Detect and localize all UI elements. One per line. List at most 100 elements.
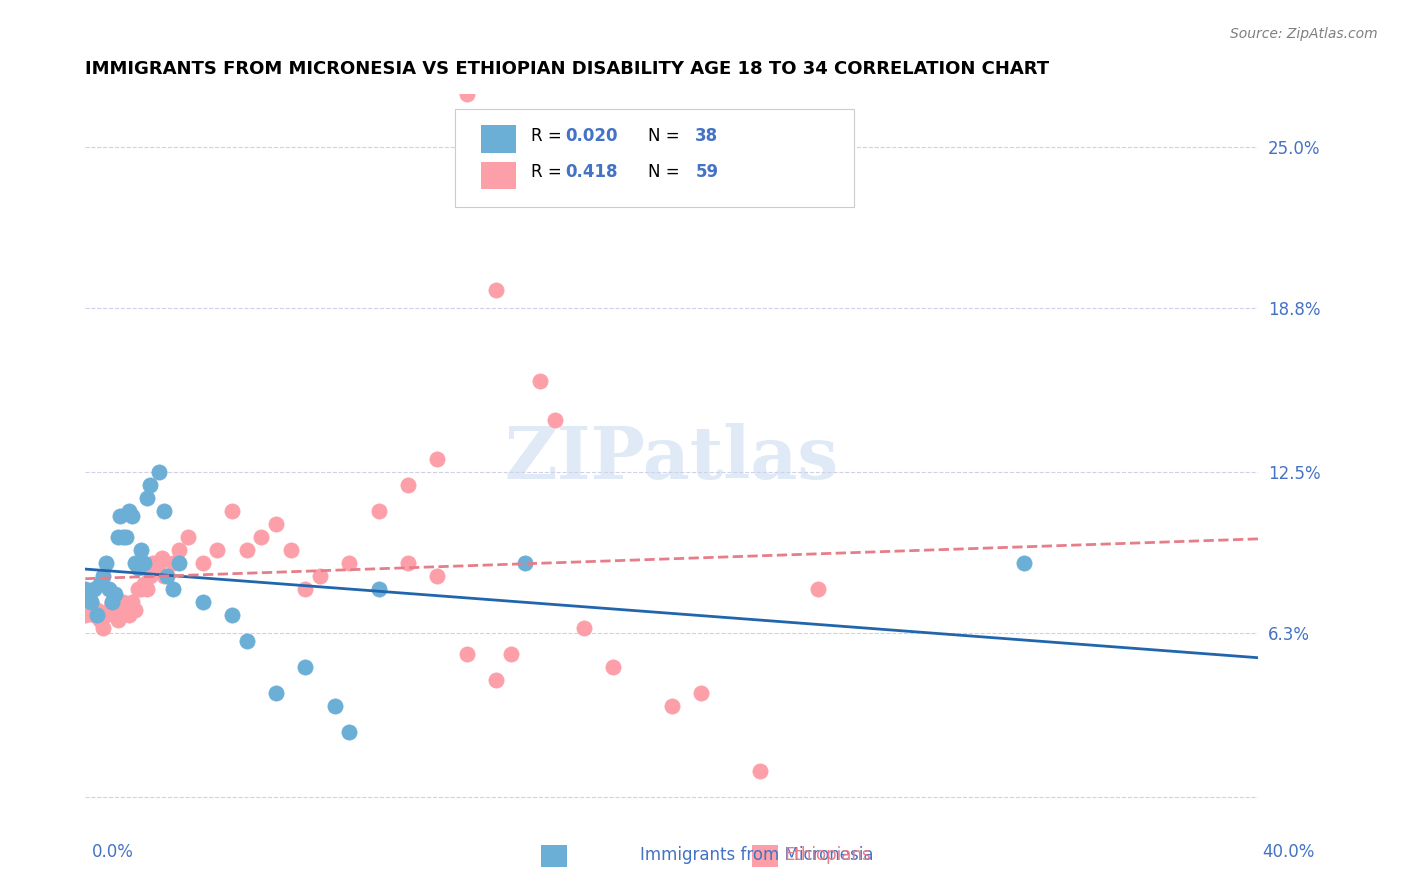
- Point: [661, 699, 683, 714]
- Point: [396, 478, 419, 492]
- Point: [148, 465, 170, 479]
- Point: [118, 608, 141, 623]
- Point: [485, 283, 508, 297]
- Point: [129, 582, 152, 596]
- Point: [456, 87, 478, 102]
- Point: [127, 582, 149, 596]
- Point: [75, 608, 97, 623]
- Point: [127, 561, 149, 575]
- Point: [543, 413, 565, 427]
- Point: [107, 614, 129, 628]
- Point: [121, 595, 143, 609]
- Text: N =: N =: [648, 163, 685, 181]
- Point: [100, 595, 122, 609]
- Text: Ethiopians: Ethiopians: [785, 846, 872, 863]
- Point: [91, 621, 114, 635]
- Text: 38: 38: [696, 127, 718, 145]
- Point: [139, 478, 162, 492]
- Text: 0.418: 0.418: [565, 163, 617, 181]
- Text: 59: 59: [696, 163, 718, 181]
- Point: [86, 608, 108, 623]
- Point: [367, 504, 389, 518]
- Point: [83, 608, 105, 623]
- Point: [97, 603, 120, 617]
- Text: IMMIGRANTS FROM MICRONESIA VS ETHIOPIAN DISABILITY AGE 18 TO 34 CORRELATION CHAR: IMMIGRANTS FROM MICRONESIA VS ETHIOPIAN …: [86, 60, 1049, 78]
- Point: [107, 530, 129, 544]
- Point: [121, 509, 143, 524]
- Point: [115, 530, 138, 544]
- Point: [337, 725, 360, 739]
- Point: [191, 595, 214, 609]
- Point: [115, 600, 138, 615]
- Point: [100, 595, 122, 609]
- Point: [112, 530, 135, 544]
- Point: [235, 634, 257, 648]
- Point: [135, 582, 157, 596]
- Point: [499, 647, 522, 661]
- Point: [139, 569, 162, 583]
- Point: [80, 595, 103, 609]
- Point: [97, 582, 120, 596]
- Point: [323, 699, 346, 714]
- Point: [529, 374, 551, 388]
- Point: [145, 561, 167, 575]
- Point: [1012, 556, 1035, 570]
- Point: [77, 603, 100, 617]
- Point: [294, 660, 316, 674]
- Point: [75, 582, 97, 596]
- Point: [396, 556, 419, 570]
- Text: R =: R =: [531, 163, 572, 181]
- Text: Source: ZipAtlas.com: Source: ZipAtlas.com: [1230, 27, 1378, 41]
- Point: [426, 569, 449, 583]
- Point: [94, 556, 117, 570]
- Point: [129, 543, 152, 558]
- Point: [485, 673, 508, 688]
- Text: ZIPatlas: ZIPatlas: [505, 424, 839, 494]
- Point: [110, 603, 132, 617]
- Point: [153, 569, 176, 583]
- Point: [132, 577, 155, 591]
- Text: Immigrants from Micronesia: Immigrants from Micronesia: [640, 846, 873, 863]
- Point: [250, 530, 273, 544]
- Point: [89, 614, 111, 628]
- Point: [110, 509, 132, 524]
- Point: [124, 603, 146, 617]
- Point: [86, 603, 108, 617]
- Point: [515, 556, 537, 570]
- Point: [221, 608, 243, 623]
- Text: 0.0%: 0.0%: [91, 843, 134, 861]
- Point: [426, 452, 449, 467]
- Point: [367, 582, 389, 596]
- Point: [135, 491, 157, 505]
- Point: [167, 543, 190, 558]
- Text: 0.020: 0.020: [565, 127, 617, 145]
- Point: [162, 582, 184, 596]
- Point: [104, 608, 127, 623]
- Point: [807, 582, 830, 596]
- Point: [207, 543, 229, 558]
- Point: [162, 556, 184, 570]
- Point: [572, 621, 595, 635]
- Point: [177, 530, 200, 544]
- Point: [132, 556, 155, 570]
- Bar: [481, 125, 516, 153]
- Point: [456, 647, 478, 661]
- Point: [94, 608, 117, 623]
- Point: [191, 556, 214, 570]
- FancyBboxPatch shape: [454, 109, 853, 208]
- Point: [142, 556, 165, 570]
- Point: [264, 686, 287, 700]
- Text: 40.0%: 40.0%: [1263, 843, 1315, 861]
- Point: [148, 556, 170, 570]
- Point: [235, 543, 257, 558]
- Point: [89, 577, 111, 591]
- Point: [294, 582, 316, 596]
- Point: [153, 504, 176, 518]
- Bar: [481, 161, 516, 189]
- Point: [80, 595, 103, 609]
- Point: [156, 569, 179, 583]
- Point: [124, 556, 146, 570]
- Text: R =: R =: [531, 127, 572, 145]
- Point: [690, 686, 713, 700]
- Point: [309, 569, 332, 583]
